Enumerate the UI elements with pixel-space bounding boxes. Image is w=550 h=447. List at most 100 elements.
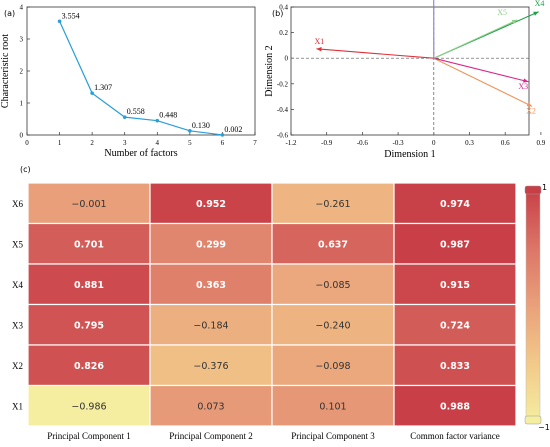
heatmap-column-label: Principal Component 2: [169, 431, 253, 441]
heatmap-cell-value: 0.881: [74, 280, 104, 291]
loading-y-axis-label: Dimension 2: [264, 45, 275, 96]
loading-vector-arrowhead: [316, 47, 322, 52]
heatmap-row-label: X2: [12, 361, 23, 371]
loading-y-tick-label: -0.2: [277, 80, 289, 88]
heatmap-row-label: X4: [12, 280, 23, 290]
colorbar-min-label: −1: [538, 423, 550, 432]
heatmap-cell-value: 0.974: [440, 199, 470, 210]
heatmap-cell-value: 0.952: [196, 199, 226, 210]
scree-point: [122, 115, 127, 119]
scree-point: [57, 19, 62, 24]
panel-label-b: (b): [272, 9, 283, 18]
heatmap-column-label: Principal Component 3: [291, 431, 375, 441]
loading-vector-label: X3: [518, 82, 528, 91]
heatmap-cell-value: 0.637: [318, 239, 348, 250]
heatmap-cell-value: 0.101: [319, 401, 346, 412]
heatmap-cell[interactable]: [149, 384, 273, 427]
heatmap-cell-value: 0.299: [196, 239, 226, 250]
scree-data-label: 0.448: [159, 111, 177, 120]
heatmap-cell-value: −0.098: [315, 361, 350, 372]
scree-point: [220, 133, 225, 137]
heatmap-cells: −0.001 0.952 −0.261 0.974 0.701 0.299 0.637 0.9…: [27, 182, 517, 427]
heatmap-column-labels: Principal Component 1 Principal Component…: [47, 431, 499, 441]
heatmap-cell[interactable]: [271, 222, 395, 265]
heatmap-cell[interactable]: [27, 384, 151, 427]
loading-plot-ticks: -1.2 -0.9 -0.6 -0.3 0 0.3 0.6 0.9 -0.6 -0.4 -0.2 0 0…: [277, 4, 546, 148]
loading-x-tick-label: 0.6: [501, 139, 510, 147]
heatmap-cell[interactable]: [393, 182, 517, 225]
loading-vector-arrowhead: [511, 19, 518, 25]
heatmap-cell-value: −0.085: [315, 280, 350, 291]
heatmap-cell[interactable]: [393, 303, 517, 346]
loading-vector-x2: [433, 57, 533, 107]
heatmap-cell-value: −0.184: [193, 320, 228, 331]
scree-y-tick-label: 4: [20, 4, 24, 12]
loading-vector-x5: [433, 19, 518, 59]
scree-x-axis-label: Number of factors: [104, 148, 177, 159]
heatmap-row-labels: X6 X5 X4 X3 X2 X1: [12, 199, 23, 412]
heatmap-row-label: X5: [12, 239, 23, 249]
loading-vector-arrowhead: [523, 78, 529, 83]
heatmap-cell[interactable]: [393, 344, 517, 387]
heatmap-cell-value: −0.986: [71, 401, 106, 412]
loading-plot-vectors: X1X2X3X4X5X6: [314, 0, 544, 115]
scree-y-tick-label: 1: [20, 100, 24, 108]
loading-y-tick-label: -0.6: [277, 132, 289, 140]
panel-label-a: (a): [4, 9, 15, 18]
heatmap-cell-value: 0.795: [74, 320, 104, 331]
heatmap-cell-value: 0.988: [440, 401, 470, 412]
loading-x-tick-label: -0.3: [393, 139, 405, 147]
scree-x-tick-label: 3: [123, 139, 127, 147]
heatmap-cell[interactable]: [271, 344, 395, 387]
scree-x-tick-label: 7: [253, 139, 257, 147]
heatmap-cell-value: 0.724: [440, 320, 470, 331]
heatmap-cell[interactable]: [271, 263, 395, 306]
heatmap-row-label: X1: [12, 401, 23, 411]
heatmap-cell-value: −0.376: [193, 361, 228, 372]
scree-x-tick-label: 2: [90, 139, 94, 147]
scree-point: [155, 118, 160, 123]
heatmap-cell[interactable]: [149, 222, 273, 265]
heatmap-cell[interactable]: [27, 303, 151, 346]
heatmap-cell[interactable]: [27, 182, 151, 225]
scree-y-tick-label: 0: [20, 132, 24, 140]
scree-x-tick-label: 0: [25, 139, 29, 147]
scree-point: [90, 91, 94, 95]
heatmap-cell[interactable]: [149, 263, 273, 306]
heatmap-cell-value: −0.261: [315, 199, 350, 210]
scree-x-tick-label: 4: [156, 139, 160, 147]
scree-line: [59, 21, 223, 136]
scree-data-label: 3.554: [62, 11, 80, 20]
loading-plot-frame: [290, 6, 530, 136]
heatmap-cell[interactable]: [393, 263, 517, 306]
loading-x-tick-label: -0.6: [357, 139, 369, 147]
loading-plot: -1.2 -0.9 -0.6 -0.3 0 0.3 0.6 0.9 -0.6 -0.4 -0.2 0 0…: [264, 0, 546, 160]
heatmap-cell[interactable]: [27, 263, 151, 306]
scree-y-tick-label: 3: [20, 36, 24, 44]
loading-x-axis-label: Dimension 1: [384, 149, 435, 160]
loading-vector-arrowhead: [526, 102, 533, 107]
scree-y-tick-label: 2: [20, 68, 24, 76]
scree-point: [188, 129, 192, 133]
colorbar-top-handle[interactable]: [524, 185, 542, 195]
heatmap-cell-value: 0.073: [197, 401, 224, 412]
loading-y-tick-label: 0.2: [279, 29, 288, 37]
colorbar-bottom-handle[interactable]: [524, 415, 542, 425]
heatmap-cell[interactable]: [27, 222, 151, 265]
scree-plot-ticks: 0 1 2 3 4 5 6 7 0 1 2 3 4: [20, 4, 258, 148]
scree-plot-series: 3.554 1.307 0.558 0.448 0.130 0.002: [57, 11, 242, 137]
heatmap-cell-value: −0.001: [71, 199, 106, 210]
heatmap-cell[interactable]: [271, 303, 395, 346]
scree-y-axis-label: Characteristic root: [0, 34, 11, 108]
heatmap-cell[interactable]: [393, 384, 517, 427]
heatmap-cell-value: −0.240: [315, 320, 350, 331]
colorbar: 1 −1: [524, 183, 550, 432]
scree-x-tick-label: 5: [188, 139, 192, 147]
heatmap-cell[interactable]: [271, 182, 395, 225]
loading-y-tick-label: -0.4: [277, 106, 289, 114]
heatmap-cell-value: 0.833: [440, 361, 470, 372]
loading-vector-label: X4: [535, 0, 545, 8]
scree-data-label: 0.130: [192, 121, 210, 130]
